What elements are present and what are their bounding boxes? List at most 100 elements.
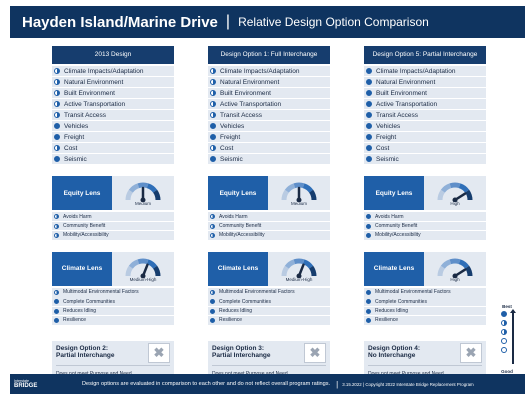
rating-full-icon <box>366 308 371 314</box>
gauge-hub <box>140 197 146 203</box>
legend-dots <box>501 311 507 353</box>
criteria-label: Seismic <box>64 155 87 163</box>
equity-factor-row: Avoids Harm <box>364 212 486 222</box>
rating-full-icon <box>210 156 216 163</box>
criteria-row: Natural Environment <box>364 76 486 88</box>
criteria-row: Vehicles <box>208 120 330 132</box>
criteria-row: Transit Access <box>364 109 486 121</box>
criteria-row: Transit Access <box>52 109 174 121</box>
equity-factor-row: Avoids Harm <box>52 212 174 222</box>
criteria-label: Seismic <box>220 155 243 163</box>
gauge-segment <box>284 183 296 194</box>
equity-gauge-label: Medium <box>290 201 307 207</box>
rating-full-icon <box>366 112 372 119</box>
equity-lens-label: Equity Lens <box>364 176 424 211</box>
criteria-row: Seismic <box>52 153 174 165</box>
climate-factor-list: Multimodal Environmental Factors Complete… <box>52 287 174 325</box>
gauge-hub <box>296 197 302 203</box>
rating-half-icon <box>54 289 59 295</box>
rating-full-icon <box>210 134 216 141</box>
rating-half-icon <box>210 112 216 119</box>
equity-factor-label: Community Benefit <box>63 223 106 230</box>
title-separator: | <box>225 13 231 30</box>
rejected-x-icon: ✖ <box>460 342 482 363</box>
rating-half-icon <box>54 79 60 86</box>
column-header: 2013 Design <box>52 46 174 64</box>
criteria-row: Vehicles <box>52 120 174 132</box>
rating-half-icon <box>54 223 59 229</box>
card-divider <box>212 364 326 366</box>
rejected-option-title-line2: Partial Interchange <box>212 352 271 360</box>
climate-gauge: Medium-High <box>112 251 174 286</box>
rating-half-icon <box>54 112 60 119</box>
gauge-icon <box>125 182 161 203</box>
gauge-segment <box>449 258 461 265</box>
criteria-label: Vehicles <box>64 122 89 130</box>
climate-factor-label: Multimodal Environmental Factors <box>219 289 295 296</box>
climate-lens: Climate Lens Medium-High <box>52 251 174 286</box>
criteria-row: Built Environment <box>208 87 330 99</box>
climate-gauge-label: Medium-High <box>129 276 157 282</box>
rating-full-icon <box>366 134 372 141</box>
criteria-label: Natural Environment <box>376 78 436 86</box>
climate-factor-row: Resilience <box>52 316 174 325</box>
criteria-label: Climate Impacts/Adaptation <box>64 67 144 75</box>
rating-half-icon <box>210 90 216 97</box>
climate-gauge-label: High <box>450 276 460 282</box>
rating-full-icon <box>54 134 60 141</box>
legend-dot-full-icon <box>501 311 507 317</box>
climate-lens-label: Climate Lens <box>208 251 268 286</box>
climate-factor-label: Multimodal Environmental Factors <box>375 289 451 296</box>
rating-half-icon <box>54 101 60 108</box>
equity-factor-list: Avoids Harm Community Benefit Mobility/Acc… <box>208 212 330 240</box>
column-header: Design Option 1: Full Interchange <box>208 46 330 64</box>
gauge-hub <box>452 273 458 278</box>
gauge-segment <box>293 258 305 265</box>
rejected-option-title: Design Option 3: Partial Interchange <box>212 345 271 360</box>
climate-gauge: High <box>424 251 486 286</box>
equity-factor-row: Mobility/Accessibility <box>364 231 486 240</box>
rating-half-icon <box>210 79 216 86</box>
criteria-label: Freight <box>64 133 85 141</box>
climate-factor-row: Multimodal Environmental Factors <box>208 287 330 297</box>
rating-full-icon <box>210 317 215 323</box>
climate-factor-label: Complete Communities <box>219 298 271 305</box>
rating-half-icon <box>210 214 215 220</box>
climate-factor-row: Complete Communities <box>208 297 330 307</box>
gauge-segment <box>440 183 452 194</box>
criteria-row: Freight <box>208 131 330 143</box>
gauge-hub <box>140 273 146 278</box>
gauge-segment <box>125 189 133 201</box>
rejected-x-icon: ✖ <box>148 342 170 363</box>
legend-best-label: Best <box>502 304 512 309</box>
gauge-icon <box>437 258 473 278</box>
rejected-option-title: Design Option 2: Partial Interchange <box>56 345 115 360</box>
rating-full-icon <box>366 299 371 305</box>
criteria-list: Climate Impacts/Adaptation Natural Enviro… <box>208 66 330 165</box>
gauge-icon <box>281 182 317 203</box>
criteria-row: Climate Impacts/Adaptation <box>208 66 330 77</box>
legend-arrow <box>510 309 516 364</box>
climate-lens-label: Climate Lens <box>364 251 424 286</box>
criteria-row: Natural Environment <box>208 76 330 88</box>
criteria-label: Built Environment <box>64 89 115 97</box>
gauge-segment <box>309 189 317 201</box>
criteria-row: Cost <box>208 142 330 154</box>
rejected-option-title-line2: Partial Interchange <box>56 352 115 360</box>
gauge-segment <box>281 189 289 201</box>
equity-gauge-label: High <box>450 201 460 207</box>
equity-factor-row: Mobility/Accessibility <box>208 231 330 240</box>
footer-copyright: 3.15.2022 | Copyright 2022 Interstate Br… <box>342 381 474 387</box>
criteria-list: Climate Impacts/Adaptation Natural Enviro… <box>364 66 486 165</box>
climate-factor-row: Reduces Idling <box>364 306 486 316</box>
rating-half-icon <box>210 101 216 108</box>
column-header: Design Option 5: Partial Interchange <box>364 46 486 64</box>
climate-factor-label: Complete Communities <box>375 298 427 305</box>
rating-full-icon <box>366 317 371 323</box>
gauge-segment <box>293 182 305 189</box>
legend-dot-empty-icon <box>501 347 507 353</box>
rating-full-icon <box>210 308 215 314</box>
rejected-option-note: Does not meet Purpose and Need. <box>212 371 289 377</box>
criteria-row: Cost <box>364 142 486 154</box>
gauge-icon <box>281 258 317 278</box>
